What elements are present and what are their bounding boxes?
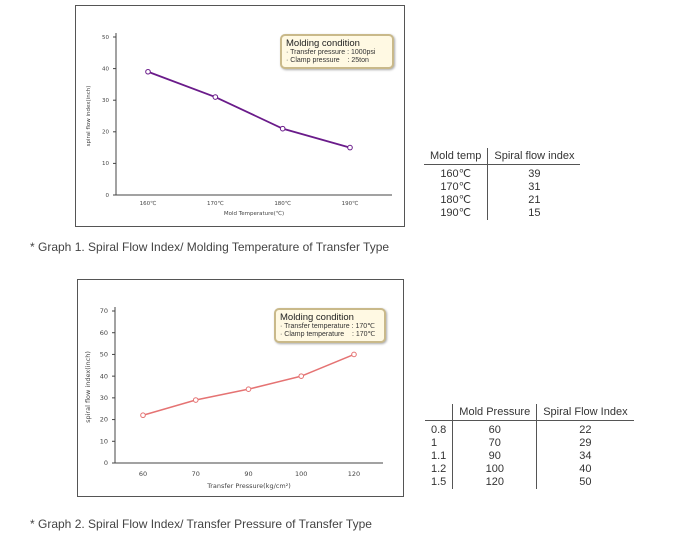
x-axis-title: Transfer Pressure(kg/cm²) <box>206 482 291 490</box>
legend-title: Molding condition <box>280 312 354 323</box>
table-cell: 22 <box>536 420 634 437</box>
series-line <box>142 353 355 416</box>
series-line <box>147 70 351 149</box>
table-2-header <box>425 404 453 421</box>
y-tick-label: 40 <box>102 66 109 72</box>
table-cell: 120 <box>452 476 537 489</box>
chart-1: 0 10 20 30 40 50 160℃ 170℃ 180℃ 190℃ Mold Temperat… <box>75 5 405 227</box>
table-cell: 70 <box>452 437 537 450</box>
table-row: 1 70 29 <box>425 437 634 450</box>
data-point <box>351 351 357 358</box>
table-row: 0.8 60 22 <box>425 420 634 437</box>
legend-line: · Clamp pressure : 25ton <box>286 57 369 64</box>
table-cell: 31 <box>487 181 581 194</box>
table-1: Mold temp Spiral flow index 160℃ 39 170℃ 3… <box>424 148 581 220</box>
table-cell: 40 <box>536 463 634 476</box>
y-tick-label: 20 <box>102 130 109 136</box>
y-tick-label: 30 <box>100 394 108 402</box>
data-point <box>245 386 252 392</box>
y-tick-label: 50 <box>102 35 109 41</box>
table-cell: 0.8 <box>431 424 447 436</box>
legend-title: Molding condition <box>286 38 360 49</box>
x-tick-label: 170℃ <box>207 200 224 207</box>
graph-2-caption: * Graph 2. Spiral Flow Index/ Transfer P… <box>30 517 372 531</box>
x-tick-label: 120 <box>348 470 360 478</box>
x-tick-label: 90 <box>244 470 252 478</box>
table-cell: 15 <box>487 207 581 220</box>
table-row: 1.5 120 50 <box>425 476 634 489</box>
legend-line: · Clamp temperature : 170℃ <box>280 331 376 338</box>
y-tick-label: 10 <box>100 437 108 445</box>
legend-line: · Transfer pressure : 1000psi <box>286 49 376 56</box>
y-tick-label: 30 <box>102 98 109 104</box>
table-cell: 1.5 <box>431 476 447 488</box>
chart-1-plot: 0 10 20 30 40 50 160℃ 170℃ 180℃ 190℃ Mold Temperat… <box>86 33 392 217</box>
chart-2: 0 10 20 30 40 50 60 70 60 70 90 100 120 Transfer Pres… <box>77 279 404 497</box>
x-tick-label: 160℃ <box>140 200 157 207</box>
y-tick-label: 0 <box>104 459 108 467</box>
table-2: Mold Pressure Spiral Flow Index 0.8 60 22 … <box>425 404 634 489</box>
y-tick-label: 40 <box>100 372 108 380</box>
x-tick-label: 60 <box>139 470 147 478</box>
y-tick-label: 10 <box>102 161 109 167</box>
table-cell: 21 <box>487 194 581 207</box>
table-row: 160℃ 39 <box>424 164 581 181</box>
table-cell: 1.2 <box>431 463 447 475</box>
x-tick-label: 70 <box>192 470 200 478</box>
table-row: 180℃ 21 <box>424 194 581 207</box>
y-tick-label: 70 <box>100 307 108 315</box>
data-point <box>212 94 219 100</box>
table-1-header: Mold temp <box>424 148 488 165</box>
table-cell: 50 <box>536 476 634 489</box>
table-row: 1.1 90 34 <box>425 450 634 463</box>
y-tick-label: 20 <box>100 416 108 424</box>
data-point <box>145 68 151 75</box>
table-cell: 180℃ <box>440 194 472 206</box>
y-tick-label: 0 <box>106 193 110 199</box>
table-cell: 1.1 <box>431 450 447 462</box>
table-cell: 90 <box>452 450 537 463</box>
table-1-header: Spiral flow index <box>487 148 581 165</box>
data-point <box>140 412 146 419</box>
table-cell: 190℃ <box>440 207 472 219</box>
data-point <box>192 397 199 403</box>
table-row: 170℃ 31 <box>424 181 581 194</box>
table-cell: 170℃ <box>440 181 472 193</box>
data-point <box>347 144 353 151</box>
chart-2-legend: Molding condition · Transfer temperature… <box>274 308 386 343</box>
legend-line: · Transfer temperature : 170℃ <box>280 323 376 330</box>
x-axis-title: Mold Temperature(℃) <box>224 210 284 217</box>
table-2-header: Spiral Flow Index <box>536 404 634 421</box>
table-cell: 34 <box>536 450 634 463</box>
table-cell: 60 <box>452 420 537 437</box>
table-cell: 1 <box>431 437 438 449</box>
chart-2-plot: 0 10 20 30 40 50 60 70 60 70 90 100 120 Transfer Pres… <box>84 307 383 490</box>
table-cell: 100 <box>452 463 537 476</box>
x-tick-label: 180℃ <box>274 200 291 207</box>
data-point <box>298 373 305 379</box>
x-tick-label: 190℃ <box>342 200 359 207</box>
y-axis-title: spiral flow index(inch) <box>86 86 92 147</box>
table-cell: 29 <box>536 437 634 450</box>
table-cell: 160℃ <box>440 168 472 180</box>
table-row: 190℃ 15 <box>424 207 581 220</box>
x-tick-label: 100 <box>295 470 307 478</box>
graph-1-caption: * Graph 1. Spiral Flow Index/ Molding Te… <box>30 240 390 254</box>
y-tick-label: 60 <box>100 329 108 337</box>
table-row: 1.2 100 40 <box>425 463 634 476</box>
y-tick-label: 50 <box>100 351 108 359</box>
table-2-header: Mold Pressure <box>452 404 537 421</box>
chart-1-legend: Molding condition · Transfer pressure : … <box>280 34 394 69</box>
table-cell: 39 <box>487 164 581 181</box>
y-axis-title: spiral flow index(inch) <box>84 351 92 423</box>
data-point <box>279 125 286 132</box>
